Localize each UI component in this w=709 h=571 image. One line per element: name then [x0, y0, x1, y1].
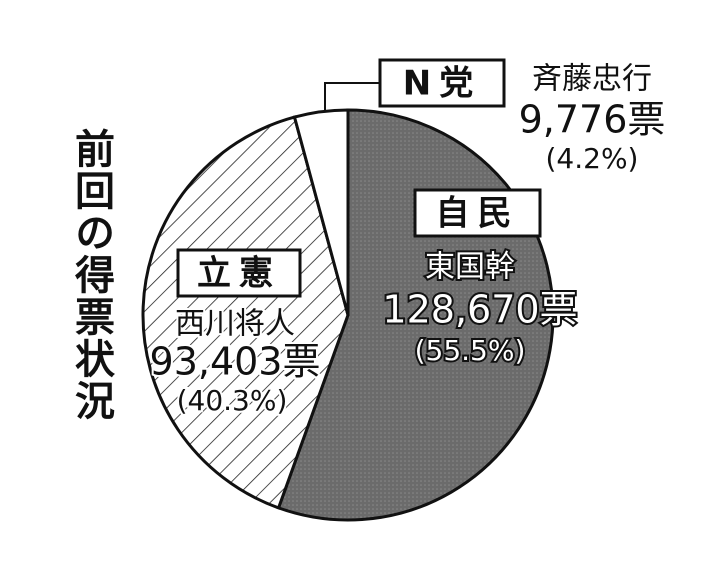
value-label: (4.2%) — [546, 142, 639, 175]
vote-label: 128,670票 — [382, 288, 577, 332]
candidate-name: 西川将人 — [175, 307, 295, 342]
party-box — [413, 188, 542, 238]
vote-label: 9,776票 — [519, 98, 666, 142]
pie-slice — [141, 115, 350, 510]
value-label: (55.5%) — [415, 334, 526, 367]
value-label: (40.3%) — [177, 384, 288, 417]
party-label: 立憲 — [197, 254, 281, 294]
pie-slice — [292, 108, 350, 316]
vote-label: 93,403票 — [150, 340, 321, 384]
party-box — [176, 248, 302, 298]
candidate-name: 斉藤忠行 — [532, 62, 652, 97]
chart-title: 前回の得票状況 — [68, 128, 114, 422]
party-label: 自民 — [436, 194, 520, 234]
candidate-name: 東国幹 — [425, 250, 515, 285]
party-box — [378, 58, 506, 108]
party-label: N党 — [403, 64, 481, 104]
